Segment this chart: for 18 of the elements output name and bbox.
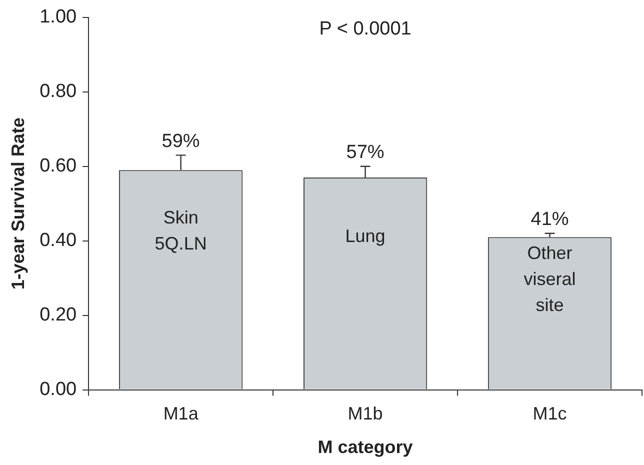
annotation: Skin 5Q.LN <box>154 208 207 254</box>
x-tick-label: M1b <box>348 404 383 424</box>
y-axis-title: 1-year Survival Rate <box>8 118 28 290</box>
y-tick-label: 1.00 <box>40 6 77 28</box>
data-label: 57% <box>346 142 384 164</box>
data-label: 59% <box>162 130 200 152</box>
annotation: P < 0.0001 <box>319 18 412 40</box>
x-tick-label: M1a <box>163 404 200 424</box>
x-tick-label: M1c <box>532 404 567 424</box>
y-tick-label: 0.40 <box>40 230 77 252</box>
annotation: Other viseral site <box>524 242 576 315</box>
y-tick-label: 0.80 <box>40 81 77 102</box>
y-tick-label: 0.00 <box>40 379 77 400</box>
y-tick-label: 0.60 <box>40 156 77 177</box>
y-tick-label: 0.20 <box>40 304 77 326</box>
data-label: 41% <box>530 209 569 230</box>
annotation: Lung <box>345 226 386 246</box>
x-axis-title: M category <box>318 437 413 458</box>
